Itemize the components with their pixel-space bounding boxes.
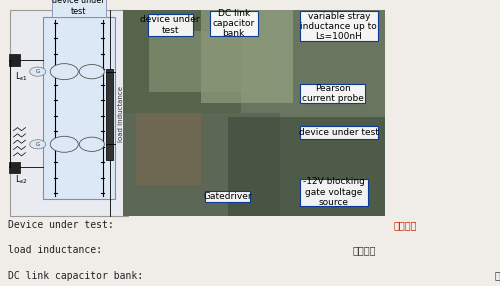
Circle shape <box>80 137 104 152</box>
Text: G: G <box>36 142 40 147</box>
Bar <box>205 191 250 202</box>
Text: 被测器件: 被测器件 <box>393 220 416 230</box>
Text: DC link
capacitor
bank: DC link capacitor bank <box>212 9 255 39</box>
Bar <box>228 117 385 216</box>
Text: G: G <box>36 69 40 74</box>
Bar <box>8 162 20 173</box>
Bar <box>300 126 378 139</box>
Bar <box>122 10 240 113</box>
Text: load inductance: load inductance <box>118 86 124 142</box>
Text: Pearson
current probe: Pearson current probe <box>302 84 364 103</box>
Bar <box>122 10 385 216</box>
Text: variable stray
inductance up to
Ls=100nH: variable stray inductance up to Ls=100nH <box>300 11 377 41</box>
Text: device under
test: device under test <box>140 15 200 35</box>
Text: load inductance:: load inductance: <box>8 245 108 255</box>
Circle shape <box>80 65 104 79</box>
Bar <box>122 113 280 216</box>
Bar <box>148 14 192 36</box>
Bar <box>210 11 258 36</box>
Text: L$_{s1}$: L$_{s1}$ <box>15 71 28 84</box>
Text: Device under test:: Device under test: <box>8 220 119 230</box>
Bar <box>106 69 113 160</box>
Bar <box>42 17 115 199</box>
Bar <box>10 10 128 216</box>
Text: 直流母线电容器组: 直流母线电容器组 <box>494 271 500 281</box>
Text: 负载电感: 负载电感 <box>352 245 376 255</box>
Text: Gatedriver: Gatedriver <box>203 192 252 201</box>
Text: L$_{s2}$: L$_{s2}$ <box>15 174 28 186</box>
Bar <box>300 179 368 206</box>
Bar <box>8 54 20 66</box>
Circle shape <box>50 136 78 152</box>
Text: device under
test: device under test <box>52 0 105 16</box>
Bar <box>201 10 293 103</box>
Bar <box>136 113 201 185</box>
Circle shape <box>30 140 46 149</box>
Text: -12V blocking
gate voltage
source: -12V blocking gate voltage source <box>303 177 364 207</box>
Circle shape <box>50 64 78 80</box>
Bar <box>300 84 365 103</box>
Bar <box>149 31 280 92</box>
Text: device under test: device under test <box>299 128 378 137</box>
Circle shape <box>30 67 46 76</box>
Bar <box>300 11 378 41</box>
Text: DC link capacitor bank:: DC link capacitor bank: <box>8 271 148 281</box>
